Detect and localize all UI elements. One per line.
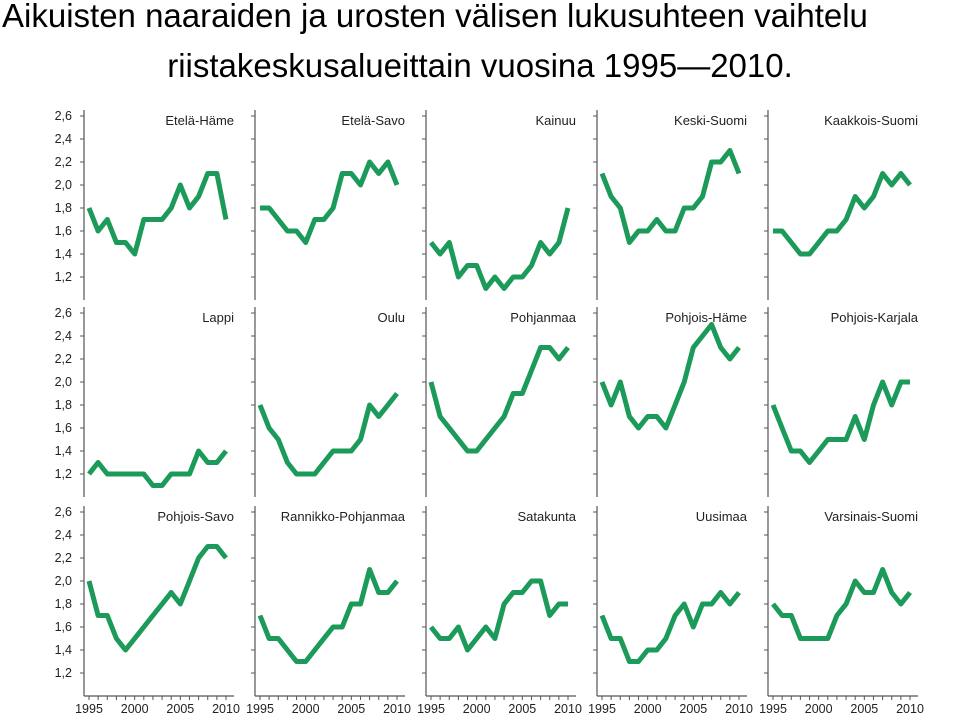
y-tick-label: 1,6 [55,224,72,238]
series-line-pohjois-h-me [599,322,741,431]
y-tick-label: 1,4 [55,247,72,261]
y-tick-label: 1,6 [55,421,72,435]
panel-title: Pohjanmaa [510,310,577,325]
x-tick-label: 2000 [121,702,149,716]
panel-title: Lappi [202,310,234,325]
y-tick-label: 1,2 [55,467,72,481]
x-tick-label: 2010 [725,702,753,716]
y-tick-label: 2,0 [55,178,72,192]
panel-title: Etelä-Savo [341,113,405,128]
chart-title-line-1: Aikuisten naaraiden ja urosten välisen l… [2,0,868,34]
series-line-varsinais-suomi [771,567,912,641]
y-tick-label: 2,6 [55,505,72,519]
y-tick-label: 1,4 [55,643,72,657]
y-tick-label: 2,4 [55,132,72,146]
panel-title: Satakunta [517,509,576,524]
panel-title: Kainuu [536,113,576,128]
y-tick-label: 2,2 [55,155,72,169]
x-tick-label: 2000 [463,702,491,716]
x-tick-label: 2005 [166,702,194,716]
series-line-uusimaa [599,590,741,664]
x-tick-label: 2005 [337,702,365,716]
y-tick-label: 2,2 [55,352,72,366]
y-tick-label: 1,8 [55,398,72,412]
panel-title: Varsinais-Suomi [824,509,918,524]
x-tick-label: 1995 [246,702,274,716]
y-tick-label: 2,2 [55,551,72,565]
panel-title: Pohjois-Häme [665,310,747,325]
y-tick-label: 2,0 [55,375,72,389]
series-line-rannikko-pohjanmaa [257,567,399,664]
series-line-pohjanmaa [428,345,570,454]
x-tick-label: 2005 [508,702,536,716]
series-line-oulu [257,391,399,477]
panel-title: Oulu [378,310,405,325]
panel-title: Rannikko-Pohjanmaa [281,509,406,524]
series-line-pohjois-savo [86,544,228,653]
panel-title: Pohjois-Karjala [831,310,919,325]
y-tick-label: 1,4 [55,444,72,458]
y-tick-label: 1,2 [55,270,72,284]
x-tick-label: 1995 [417,702,445,716]
x-tick-label: 2000 [292,702,320,716]
panel-title: Keski-Suomi [674,113,747,128]
y-tick-label: 1,2 [55,666,72,680]
panel-title: Kaakkois-Suomi [824,113,918,128]
x-tick-label: 2005 [850,702,878,716]
x-tick-label: 2010 [554,702,582,716]
series-line-lappi [87,448,228,488]
y-tick-label: 1,8 [55,597,72,611]
y-tick-label: 1,8 [55,201,72,215]
x-tick-label: 1995 [759,702,787,716]
x-tick-label: 1995 [588,702,616,716]
x-tick-label: 2010 [212,702,240,716]
series-line-kaakkois-suomi [773,171,912,257]
series-line-satakunta [429,578,568,653]
panel-title: Uusimaa [696,509,748,524]
x-tick-label: 2010 [896,702,924,716]
y-tick-label: 2,0 [55,574,72,588]
series-line-etel-savo [260,159,400,245]
x-tick-label: 2000 [634,702,662,716]
y-tick-label: 2,4 [55,329,72,343]
x-tick-label: 2000 [805,702,833,716]
panel-title: Etelä-Häme [165,113,234,128]
series-line-keski-suomi [599,148,742,245]
y-tick-label: 1,6 [55,620,72,634]
chart-title-line-2: riistakeskusalueittain vuosina 1995—2010… [167,47,793,84]
y-tick-label: 2,4 [55,528,72,542]
x-tick-label: 2010 [383,702,411,716]
y-tick-label: 2,6 [55,306,72,320]
series-line-pohjois-karjala [770,379,910,465]
x-tick-label: 1995 [75,702,103,716]
series-line-kainuu [429,207,571,291]
series-line-etel-h-me [86,171,229,257]
panel-title: Pohjois-Savo [157,509,234,524]
x-tick-label: 2005 [679,702,707,716]
y-tick-label: 2,6 [55,109,72,123]
